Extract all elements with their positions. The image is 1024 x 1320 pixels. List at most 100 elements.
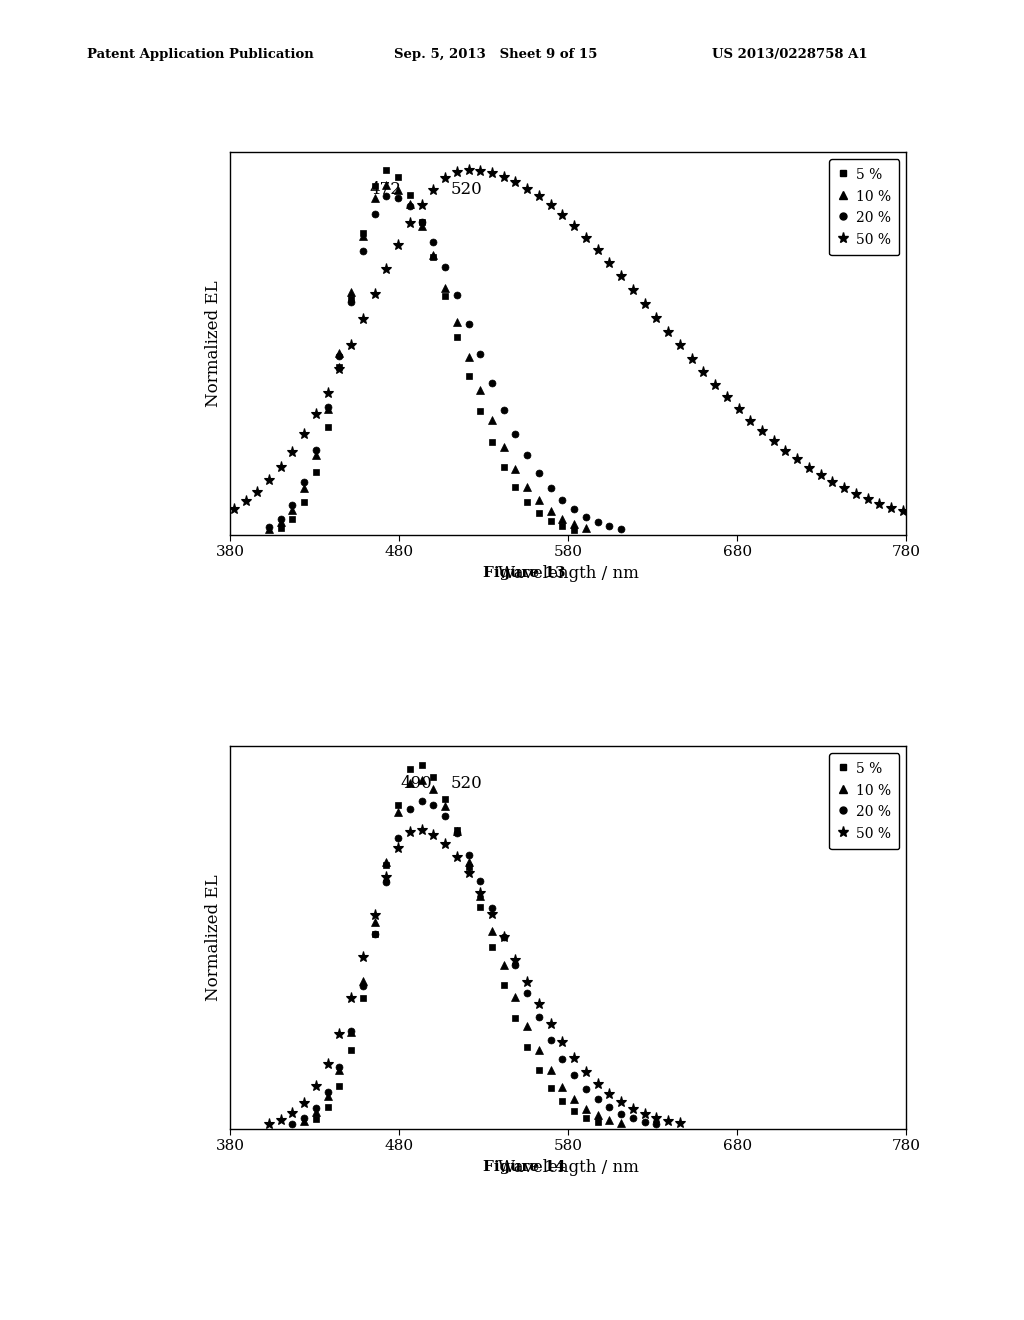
5 % (485, 939, 498, 954)
50 % (333, 1026, 345, 1041)
10 % (263, 521, 275, 537)
50 % (627, 1101, 639, 1117)
20 % (427, 797, 439, 813)
10 % (451, 314, 463, 330)
50 % (380, 870, 392, 886)
10 % (380, 177, 392, 193)
20 % (287, 1115, 299, 1131)
20 % (439, 259, 452, 275)
20 % (509, 957, 521, 973)
50 % (485, 907, 498, 923)
10 % (403, 197, 416, 213)
10 % (403, 775, 416, 791)
20 % (521, 447, 534, 463)
Line: 5 %: 5 % (312, 762, 601, 1126)
50 % (463, 162, 475, 178)
X-axis label: Wavelength / nm: Wavelength / nm (498, 1159, 639, 1176)
20 % (298, 475, 310, 491)
20 % (474, 873, 486, 888)
20 % (369, 927, 381, 942)
50 % (439, 836, 452, 851)
50 % (310, 1078, 323, 1094)
20 % (509, 426, 521, 442)
50 % (650, 1110, 663, 1126)
5 % (298, 494, 310, 510)
50 % (603, 1086, 615, 1102)
Text: Figure 14: Figure 14 (483, 1160, 565, 1173)
10 % (580, 1101, 592, 1117)
20 % (498, 401, 510, 417)
10 % (369, 190, 381, 206)
20 % (615, 1106, 628, 1122)
5 % (403, 762, 416, 777)
50 % (897, 503, 909, 519)
20 % (650, 1115, 663, 1131)
10 % (603, 1111, 615, 1127)
5 % (380, 162, 392, 178)
20 % (603, 519, 615, 535)
5 % (485, 434, 498, 450)
5 % (568, 521, 581, 537)
10 % (439, 280, 452, 296)
5 % (474, 403, 486, 418)
5 % (345, 290, 357, 306)
50 % (416, 822, 428, 838)
5 % (356, 990, 369, 1006)
20 % (592, 515, 604, 531)
20 % (532, 465, 545, 480)
10 % (474, 888, 486, 904)
5 % (287, 511, 299, 527)
5 % (310, 465, 323, 480)
20 % (532, 1010, 545, 1026)
5 % (556, 1093, 568, 1109)
20 % (568, 1068, 581, 1084)
20 % (298, 1110, 310, 1126)
50 % (556, 1034, 568, 1049)
5 % (333, 359, 345, 375)
20 % (310, 1101, 323, 1117)
50 % (345, 990, 357, 1006)
20 % (427, 234, 439, 249)
10 % (310, 447, 323, 463)
5 % (403, 186, 416, 202)
5 % (392, 797, 404, 813)
20 % (556, 1051, 568, 1067)
10 % (509, 989, 521, 1005)
20 % (463, 847, 475, 863)
10 % (556, 1078, 568, 1094)
Text: Figure 13: Figure 13 (483, 566, 565, 579)
50 % (369, 907, 381, 923)
10 % (568, 516, 581, 532)
10 % (416, 218, 428, 234)
10 % (545, 503, 557, 519)
10 % (392, 182, 404, 198)
5 % (369, 925, 381, 941)
50 % (380, 261, 392, 277)
10 % (356, 973, 369, 989)
5 % (333, 1077, 345, 1093)
20 % (580, 508, 592, 524)
50 % (427, 826, 439, 842)
5 % (545, 513, 557, 529)
50 % (568, 1051, 581, 1067)
50 % (356, 949, 369, 965)
10 % (498, 438, 510, 454)
5 % (439, 289, 452, 305)
20 % (322, 400, 334, 416)
20 % (416, 793, 428, 809)
50 % (521, 974, 534, 990)
50 % (322, 1056, 334, 1072)
10 % (310, 1105, 323, 1121)
5 % (498, 977, 510, 993)
10 % (521, 479, 534, 495)
5 % (416, 758, 428, 774)
10 % (416, 772, 428, 788)
50 % (403, 824, 416, 840)
10 % (532, 1043, 545, 1059)
Text: US 2013/0228758 A1: US 2013/0228758 A1 (712, 48, 867, 61)
10 % (274, 515, 287, 531)
Line: 10 %: 10 % (300, 775, 626, 1127)
20 % (545, 1032, 557, 1048)
20 % (545, 480, 557, 496)
Y-axis label: Normalized EL: Normalized EL (205, 874, 222, 1001)
